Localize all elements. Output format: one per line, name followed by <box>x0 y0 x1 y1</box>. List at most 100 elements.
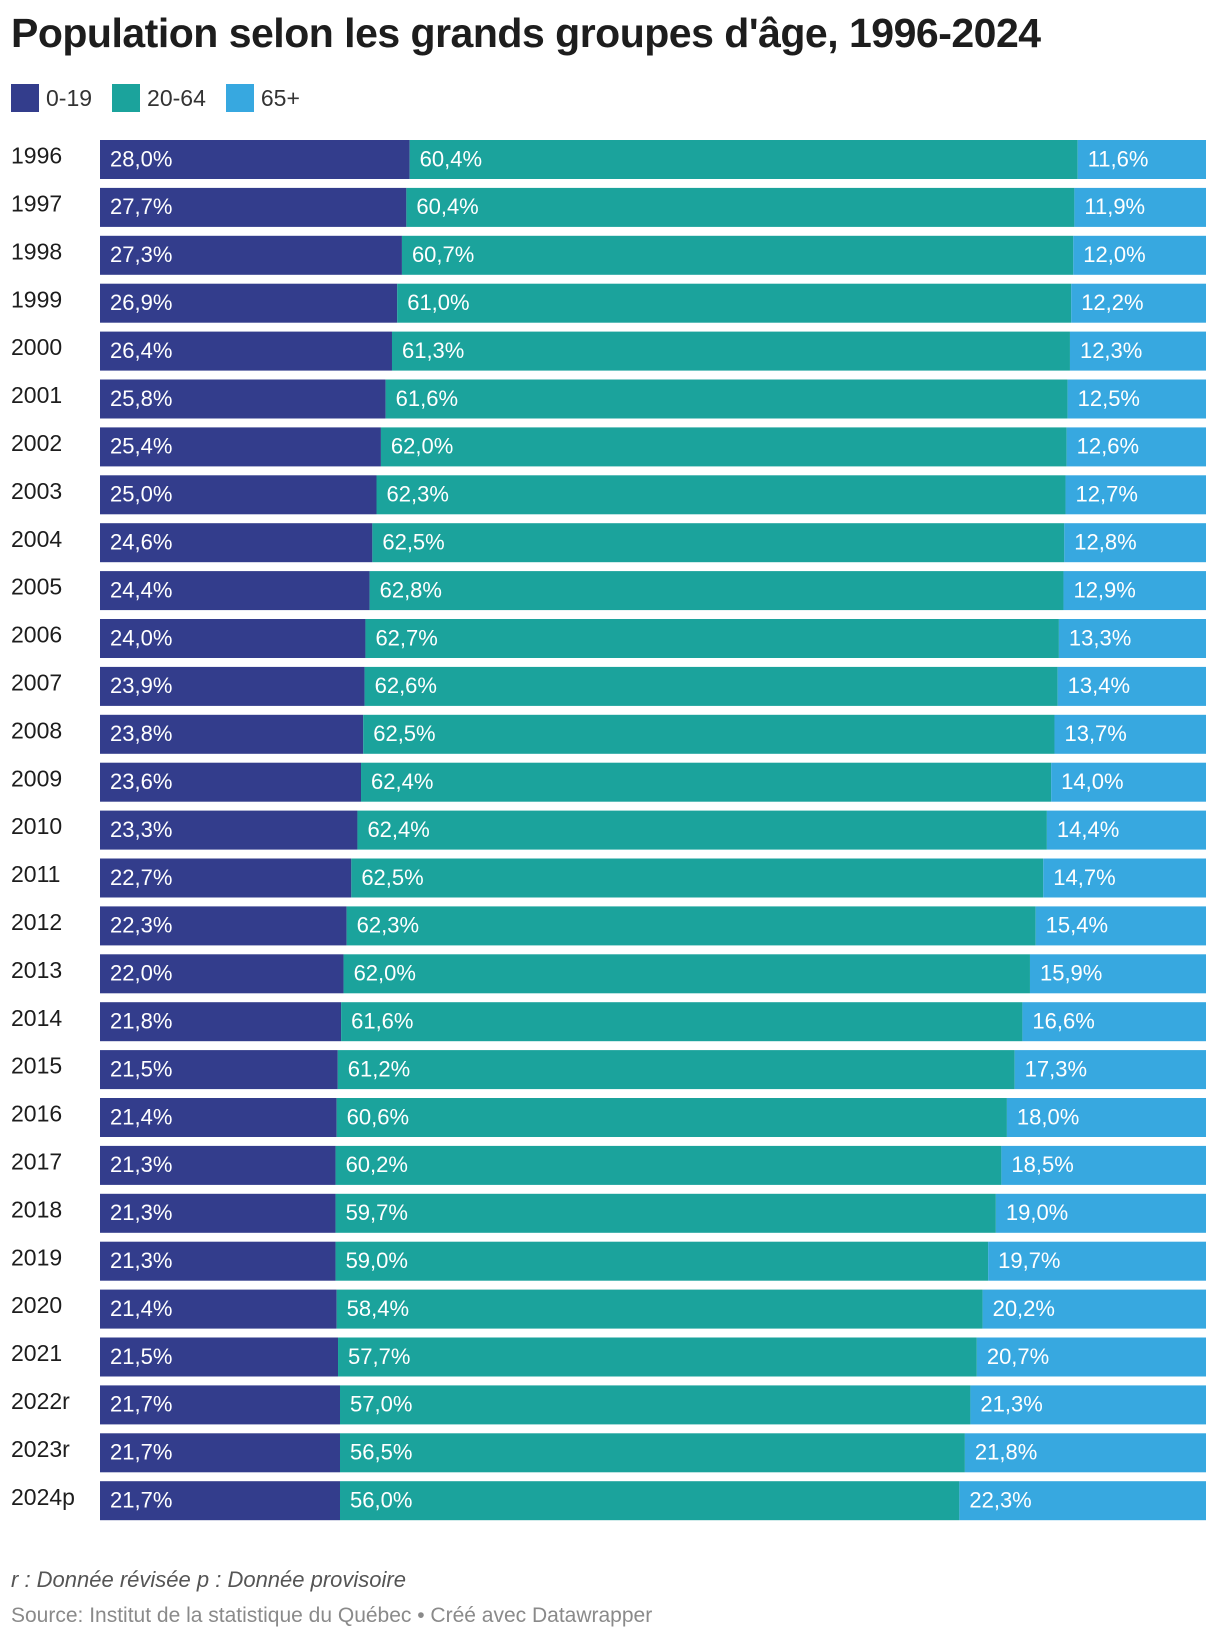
bar-segment-0-19 <box>100 523 373 563</box>
year-label: 2000 <box>11 334 62 360</box>
bar-segment-65-plus <box>970 1385 1206 1425</box>
value-label: 13,7% <box>1064 721 1126 746</box>
value-label: 57,0% <box>350 1392 412 1417</box>
bar-segment-65-plus <box>982 1289 1206 1329</box>
bar-segment-65-plus <box>1069 331 1206 371</box>
bar-segment-65-plus <box>1054 714 1206 754</box>
value-label: 62,8% <box>380 577 442 602</box>
value-label: 21,8% <box>110 1009 172 1034</box>
value-label: 61,6% <box>396 386 458 411</box>
year-label: 2004 <box>11 526 62 552</box>
value-label: 15,4% <box>1046 913 1108 938</box>
bar-segment-65-plus <box>1051 762 1206 802</box>
bar-segment-65-plus <box>1014 1050 1206 1090</box>
value-label: 12,2% <box>1081 290 1143 315</box>
year-label: 2021 <box>11 1340 62 1366</box>
value-label: 15,9% <box>1040 961 1102 986</box>
year-label: 2008 <box>11 717 62 743</box>
year-label: 2013 <box>11 957 62 983</box>
value-label: 20,2% <box>993 1296 1055 1321</box>
value-label: 24,4% <box>110 577 172 602</box>
bar-segment-20-64 <box>385 379 1068 419</box>
legend-swatch-20-64 <box>112 84 141 112</box>
legend-label-0-19: 0-19 <box>46 84 93 111</box>
bar-segment-20-64 <box>372 523 1065 563</box>
value-label: 21,7% <box>110 1392 172 1417</box>
value-label: 12,5% <box>1078 386 1140 411</box>
bar-segment-20-64 <box>346 906 1036 946</box>
bar-segment-65-plus <box>1057 666 1206 706</box>
value-label: 62,0% <box>354 961 416 986</box>
value-label: 60,4% <box>416 194 478 219</box>
value-label: 61,2% <box>348 1056 410 1081</box>
bar-segment-20-64 <box>365 619 1059 658</box>
bar-segment-0-19 <box>100 475 377 515</box>
bar-segment-20-64 <box>391 331 1070 371</box>
value-label: 25,4% <box>110 434 172 459</box>
bar-segment-65-plus <box>1022 1002 1206 1042</box>
bar-segment-20-64 <box>409 140 1078 179</box>
bar-segment-65-plus <box>964 1433 1206 1473</box>
bar-segment-0-19 <box>100 1289 337 1329</box>
bar-segment-0-19 <box>100 1145 336 1185</box>
bar-segment-20-64 <box>380 427 1067 467</box>
value-label: 12,9% <box>1073 577 1135 602</box>
bar-segment-65-plus <box>1065 475 1206 515</box>
year-label: 2006 <box>11 622 62 648</box>
value-label: 26,4% <box>110 338 172 363</box>
value-label: 62,7% <box>375 625 437 650</box>
value-label: 25,8% <box>110 386 172 411</box>
value-label: 60,7% <box>412 242 474 267</box>
value-label: 62,3% <box>387 482 449 507</box>
year-label: 2005 <box>11 574 62 600</box>
value-label: 13,4% <box>1068 673 1130 698</box>
chart-title: Population selon les grands groupes d'âg… <box>11 10 1041 56</box>
year-label: 2015 <box>11 1053 62 1079</box>
value-label: 14,4% <box>1057 817 1119 842</box>
bar-segment-0-19 <box>100 906 347 946</box>
value-label: 21,3% <box>110 1152 172 1177</box>
bar-segment-20-64 <box>343 954 1030 994</box>
value-label: 58,4% <box>347 1296 409 1321</box>
bar-segment-20-64 <box>364 666 1058 706</box>
year-label: 2019 <box>11 1244 62 1270</box>
bar-segment-0-19 <box>100 810 358 850</box>
value-label: 12,3% <box>1080 338 1142 363</box>
bar-segment-65-plus <box>1063 571 1206 611</box>
bar-segment-20-64 <box>340 1481 960 1521</box>
bar-segment-65-plus <box>1029 954 1206 994</box>
year-label: 2023r <box>11 1436 70 1462</box>
value-label: 60,4% <box>420 146 482 171</box>
bar-segment-0-19 <box>100 1193 336 1233</box>
year-label: 2012 <box>11 909 62 935</box>
value-label: 62,4% <box>371 769 433 794</box>
bar-segment-65-plus <box>1058 619 1206 658</box>
value-label: 23,6% <box>110 769 172 794</box>
year-label: 2002 <box>11 430 62 456</box>
bar-segment-0-19 <box>100 571 370 611</box>
value-label: 18,0% <box>1017 1104 1079 1129</box>
bar-segment-65-plus <box>995 1193 1206 1233</box>
year-label: 2007 <box>11 669 62 695</box>
value-label: 62,0% <box>391 434 453 459</box>
value-label: 21,5% <box>110 1344 172 1369</box>
value-label: 23,3% <box>110 817 172 842</box>
value-label: 12,6% <box>1077 434 1139 459</box>
bar-segment-20-64 <box>335 1241 989 1281</box>
bar-segment-20-64 <box>335 1193 996 1233</box>
bar-segment-65-plus <box>1006 1098 1206 1137</box>
value-label: 23,8% <box>110 721 172 746</box>
value-label: 27,3% <box>110 242 172 267</box>
bar-segment-65-plus <box>976 1337 1206 1377</box>
bar-segment-0-19 <box>100 187 407 227</box>
bar-segment-0-19 <box>100 1481 341 1521</box>
year-label: 2024p <box>11 1484 75 1510</box>
bar-segment-0-19 <box>100 235 402 275</box>
bar-segment-65-plus <box>1074 187 1206 227</box>
bar-segment-0-19 <box>100 1385 341 1425</box>
bar-segment-20-64 <box>340 1385 971 1425</box>
year-label: 2017 <box>11 1148 62 1174</box>
bar-segment-0-19 <box>100 331 392 371</box>
bar-segment-0-19 <box>100 1002 342 1042</box>
bar-segment-0-19 <box>100 379 386 419</box>
